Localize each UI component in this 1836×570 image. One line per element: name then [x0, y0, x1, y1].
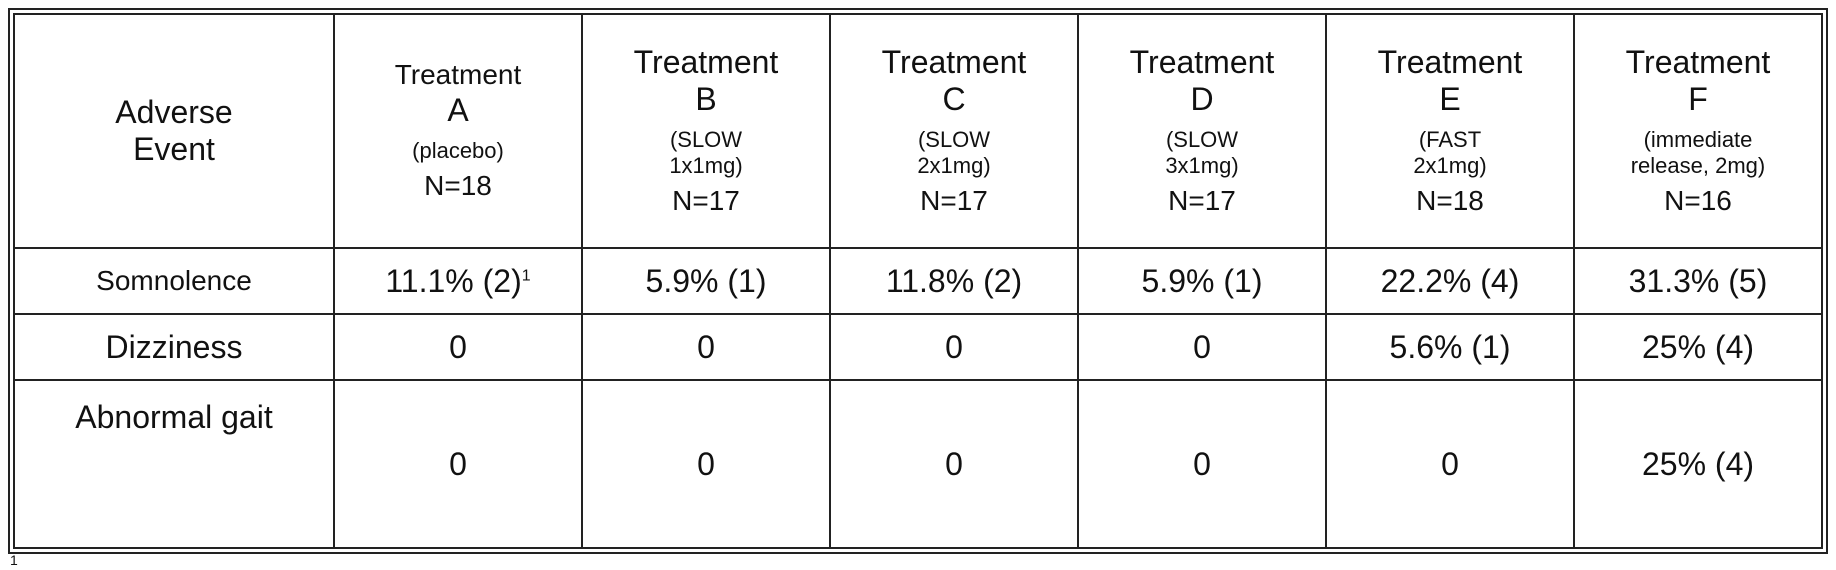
row-label: Somnolence [14, 248, 334, 314]
header-treatment-f: Treatment F (immediaterelease, 2mg) N=16 [1574, 14, 1822, 248]
table-cell: 0 [830, 314, 1078, 380]
table-cell: 5.6% (1) [1326, 314, 1574, 380]
treatment-description: (FAST2x1mg) [1333, 127, 1567, 178]
treatment-name: Treatment [1085, 45, 1319, 80]
treatment-name: Treatment [1333, 45, 1567, 80]
table-cell: 0 [830, 380, 1078, 548]
row-label: Dizziness [14, 314, 334, 380]
header-treatment-e: Treatment E (FAST2x1mg) N=18 [1326, 14, 1574, 248]
table-cell: 0 [1078, 314, 1326, 380]
treatment-desc-line1: (FAST [1419, 127, 1481, 152]
row-label: Abnormal gait [14, 380, 334, 548]
treatment-desc-line1: (SLOW [670, 127, 742, 152]
header-treatment-a: Treatment A (placebo) N=18 [334, 14, 582, 248]
treatment-name: Treatment [589, 45, 823, 80]
treatment-name: Treatment [341, 60, 575, 91]
cell-value: 11.1% (2) [385, 263, 521, 299]
adverse-events-table: Adverse Event Treatment A (placebo) N=18… [13, 13, 1823, 549]
treatment-description: (SLOW1x1mg) [589, 127, 823, 178]
treatment-letter: C [837, 82, 1071, 117]
table-row-dizziness: Dizziness 0 0 0 0 5.6% (1) 25% (4) [14, 314, 1822, 380]
table-cell: 22.2% (4) [1326, 248, 1574, 314]
treatment-description: (SLOW2x1mg) [837, 127, 1071, 178]
table-row-somnolence: Somnolence 11.1% (2)1 5.9% (1) 11.8% (2)… [14, 248, 1822, 314]
treatment-n: N=17 [837, 186, 1071, 217]
table-row-abnormal-gait: Abnormal gait 0 0 0 0 0 25% (4) [14, 380, 1822, 548]
table-cell: 25% (4) [1574, 380, 1822, 548]
table-cell: 0 [582, 380, 830, 548]
table-cell: 11.1% (2)1 [334, 248, 582, 314]
footnote-superscript: 1 [522, 267, 531, 284]
treatment-n: N=18 [341, 171, 575, 202]
treatment-letter: B [589, 82, 823, 117]
treatment-letter: D [1085, 82, 1319, 117]
header-treatment-d: Treatment D (SLOW3x1mg) N=17 [1078, 14, 1326, 248]
table-cell: 0 [1078, 380, 1326, 548]
treatment-desc-line1: (placebo) [412, 138, 504, 163]
treatment-desc-line2: 3x1mg) [1165, 153, 1238, 178]
treatment-n: N=17 [1085, 186, 1319, 217]
header-treatment-b: Treatment B (SLOW1x1mg) N=17 [582, 14, 830, 248]
treatment-desc-line2: 1x1mg) [669, 153, 742, 178]
table-cell: 0 [582, 314, 830, 380]
treatment-desc-line2: 2x1mg) [1413, 153, 1486, 178]
treatment-letter: F [1581, 82, 1815, 117]
treatment-name: Treatment [837, 45, 1071, 80]
table-cell: 11.8% (2) [830, 248, 1078, 314]
treatment-letter: A [341, 93, 575, 128]
table-cell: 25% (4) [1574, 314, 1822, 380]
treatment-n: N=17 [589, 186, 823, 217]
table-cell: 0 [334, 314, 582, 380]
table-cell: 0 [334, 380, 582, 548]
footnote-mark: 1 [10, 552, 18, 568]
treatment-name: Treatment [1581, 45, 1815, 80]
treatment-desc-line1: (SLOW [918, 127, 990, 152]
treatment-description: (SLOW3x1mg) [1085, 127, 1319, 178]
treatment-desc-line1: (immediate [1644, 127, 1753, 152]
treatment-n: N=16 [1581, 186, 1815, 217]
treatment-desc-line1: (SLOW [1166, 127, 1238, 152]
treatment-desc-line2: 2x1mg) [917, 153, 990, 178]
treatment-description: (placebo) [341, 138, 575, 163]
table-cell: 0 [1326, 380, 1574, 548]
header-adverse-event: Adverse Event [14, 14, 334, 248]
treatment-letter: E [1333, 82, 1567, 117]
table-cell: 5.9% (1) [582, 248, 830, 314]
treatment-n: N=18 [1333, 186, 1567, 217]
adverse-events-table-frame: Adverse Event Treatment A (placebo) N=18… [8, 8, 1828, 554]
header-adverse-label: Adverse [21, 94, 327, 131]
header-row: Adverse Event Treatment A (placebo) N=18… [14, 14, 1822, 248]
header-event-label: Event [21, 131, 327, 168]
treatment-desc-line2: release, 2mg) [1631, 153, 1766, 178]
header-treatment-c: Treatment C (SLOW2x1mg) N=17 [830, 14, 1078, 248]
table-cell: 5.9% (1) [1078, 248, 1326, 314]
treatment-description: (immediaterelease, 2mg) [1581, 127, 1815, 178]
table-cell: 31.3% (5) [1574, 248, 1822, 314]
